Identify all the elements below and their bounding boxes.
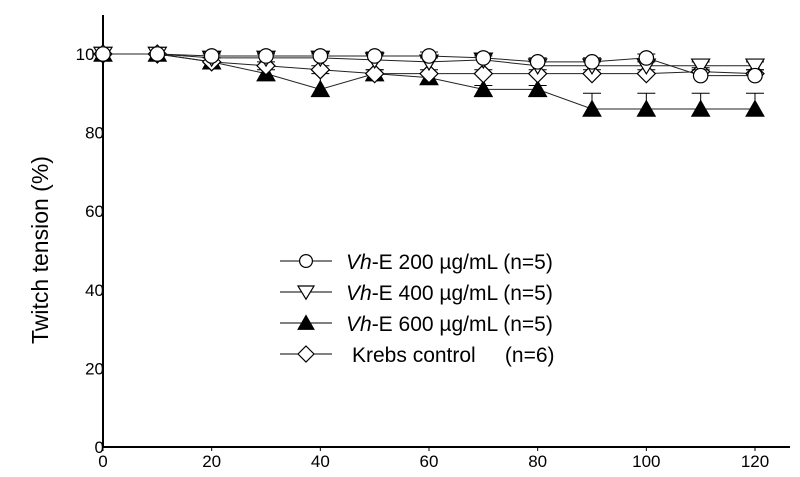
x-tick-label: 100 [632,452,660,471]
circle-marker [312,48,329,64]
series-markers [92,44,766,117]
circle-marker [475,50,492,66]
triangle-down-marker [690,58,711,76]
legend-label: Vh-E 400 µg/mL (n=5) [346,282,553,305]
y-tick-label: 20 [85,359,104,378]
circle-marker [638,50,655,66]
y-axis-label: Twitch tension (%) [27,156,53,344]
legend-label: Krebs control (n=6) [352,344,555,367]
triangle-down-marker [296,285,316,301]
circle-marker [299,254,314,269]
x-tick-label: 120 [741,452,769,471]
circle-marker [366,48,383,64]
diamond-marker [310,59,331,80]
legend-text: -E 600 µg/mL (n=5) [372,313,553,336]
legend-text: -E 400 µg/mL (n=5) [372,282,553,305]
circle-marker [584,54,600,70]
legend-text: Krebs control (n=6) [352,344,555,367]
y-tick-label: 60 [85,202,104,221]
circle-marker [529,54,546,70]
diamond-marker [364,63,385,84]
filled-triangle-marker [310,79,331,98]
filled-triangle-marker [297,314,315,330]
filled-triangle-marker [745,99,765,117]
filled-triangle-marker [473,79,494,98]
diamond-marker [473,63,494,84]
filled-triangle-marker [582,99,602,117]
circle-marker [258,48,274,64]
circle-marker [149,46,166,62]
filled-triangle-marker [636,99,657,117]
x-tick-label: 0 [98,452,107,471]
y-tick-label: 40 [85,281,104,300]
diamond-marker [419,63,439,84]
circle-marker [95,46,111,62]
x-tick-label: 80 [528,452,547,471]
filled-triangle-marker [690,99,711,117]
legend-label: Vh-E 600 µg/mL (n=5) [346,313,553,336]
legend-italic-prefix: Vh [346,251,372,274]
legend: Vh-E 200 µg/mL (n=5)Vh-E 400 µg/mL (n=5)… [280,251,555,367]
triangle-down-marker [744,58,766,76]
circle-marker [747,67,763,84]
circle-marker [421,48,437,64]
x-tick-label: 60 [420,452,439,471]
legend-label: Vh-E 200 µg/mL (n=5) [346,251,553,274]
x-tick-label: 40 [311,452,330,471]
y-tick-label: 80 [85,124,104,143]
legend-italic-prefix: Vh [346,282,372,305]
legend-italic-prefix: Vh [346,313,372,336]
y-tick-label: 0 [95,438,104,457]
diamond-marker [297,345,315,363]
circle-marker [203,48,220,64]
filled-triangle-marker [527,79,548,98]
legend-text: -E 200 µg/mL (n=5) [372,251,553,274]
circle-marker [692,67,709,84]
x-tick-label: 20 [202,452,221,471]
